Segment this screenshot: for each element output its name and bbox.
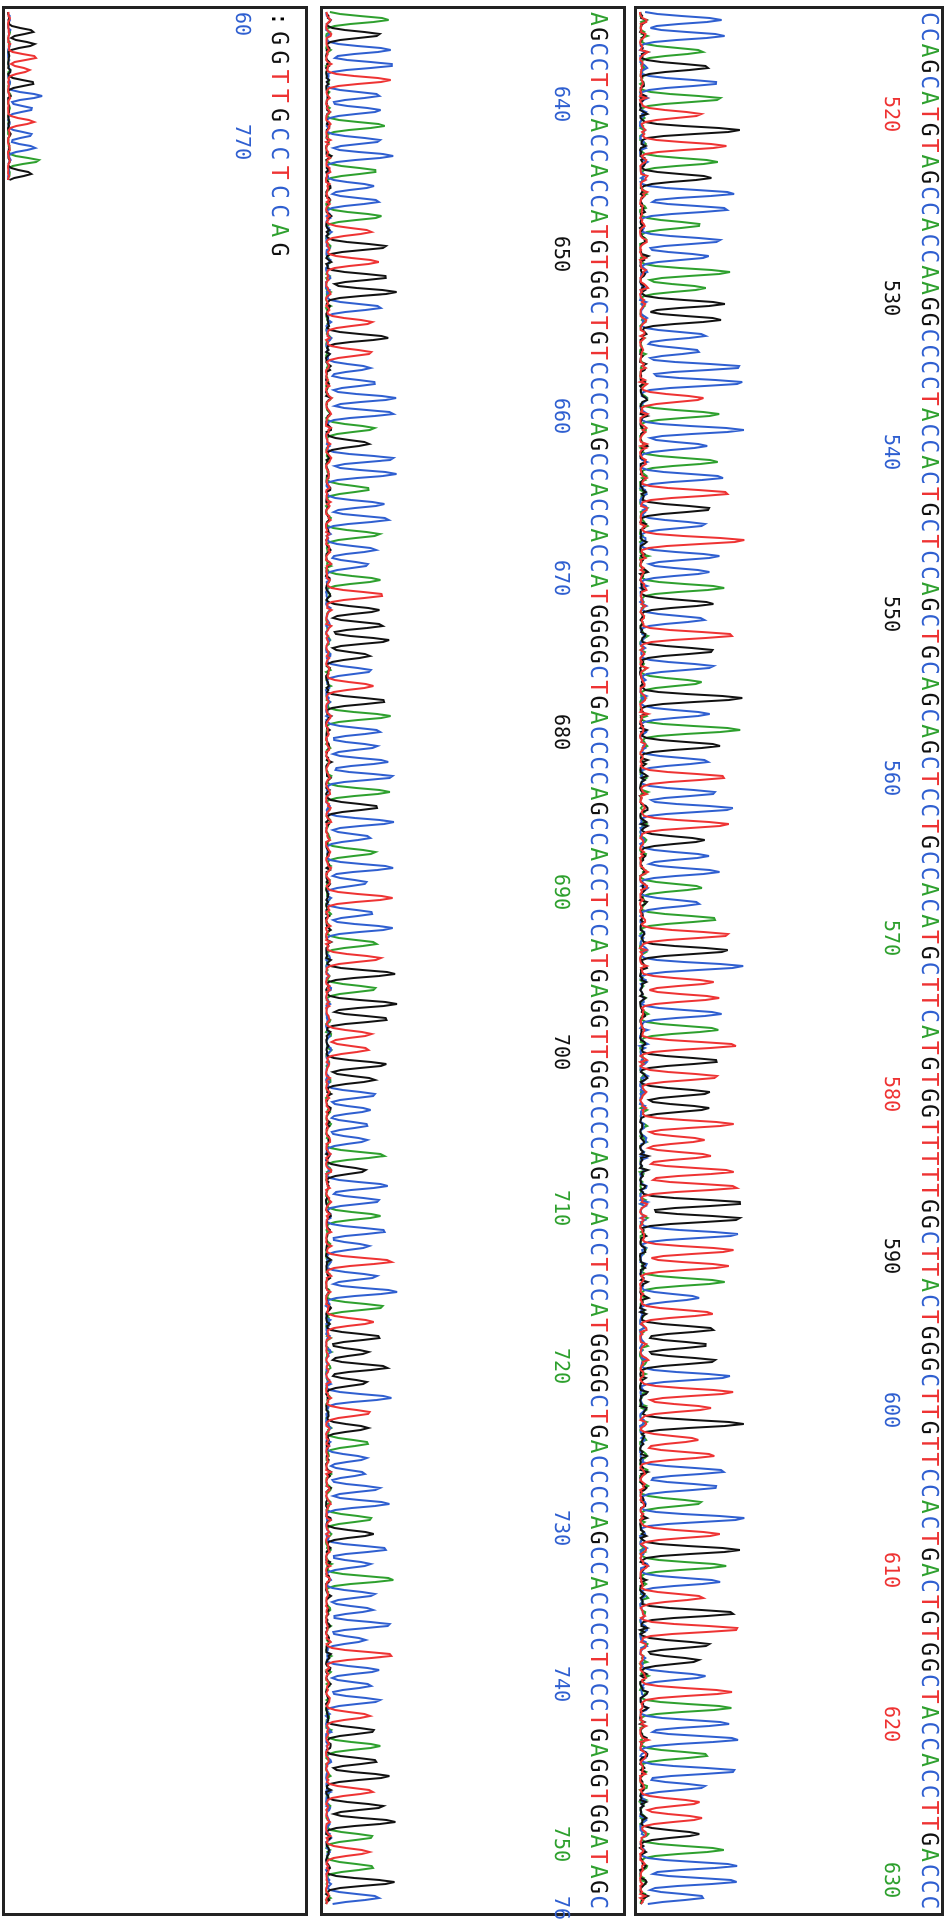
trace-panel-2 — [323, 11, 398, 1905]
trace-T — [637, 11, 745, 1905]
trace-panel-3 — [6, 11, 43, 181]
chromatogram-panel-3 — [2, 6, 308, 1916]
trace-G — [324, 11, 398, 1905]
trace-panel-1 — [636, 11, 745, 1905]
trace-T — [323, 11, 396, 1905]
chromatogram-panel-1 — [634, 6, 944, 1916]
trace-T — [6, 11, 38, 181]
trace-G — [637, 11, 744, 1905]
